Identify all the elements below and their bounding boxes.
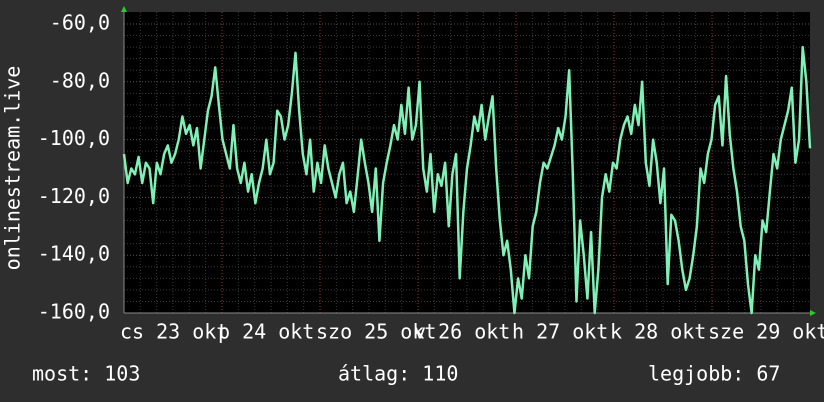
x-tick-label: k 28 okt xyxy=(610,320,706,344)
x-tick-label: p 24 okt xyxy=(218,320,314,344)
footer-best: legjobb: 67 xyxy=(648,362,780,386)
y-tick-label: -100,0 xyxy=(38,126,110,150)
x-tick-label: v 26 okt xyxy=(414,320,510,344)
y-tick-label: -120,0 xyxy=(38,184,110,208)
x-tick-label: sze 29 okt xyxy=(708,320,824,344)
y-tick-label: -60,0 xyxy=(50,11,110,35)
footer-average: átlag: 110 xyxy=(338,362,458,386)
data-line xyxy=(122,45,812,315)
y-tick-label: -80,0 xyxy=(50,68,110,92)
axis-arrow xyxy=(121,6,127,12)
y-tick-label: -140,0 xyxy=(38,242,110,266)
x-tick-label: szo 25 okt xyxy=(316,320,436,344)
footer-current: most: 103 xyxy=(32,362,140,386)
x-tick-label: h 27 okt xyxy=(512,320,608,344)
y-axis-label: onlinestream.live xyxy=(1,66,25,271)
y-tick-label: -160,0 xyxy=(38,300,110,324)
x-tick-label: cs 23 okt xyxy=(120,320,228,344)
axis-arrow xyxy=(810,310,816,316)
